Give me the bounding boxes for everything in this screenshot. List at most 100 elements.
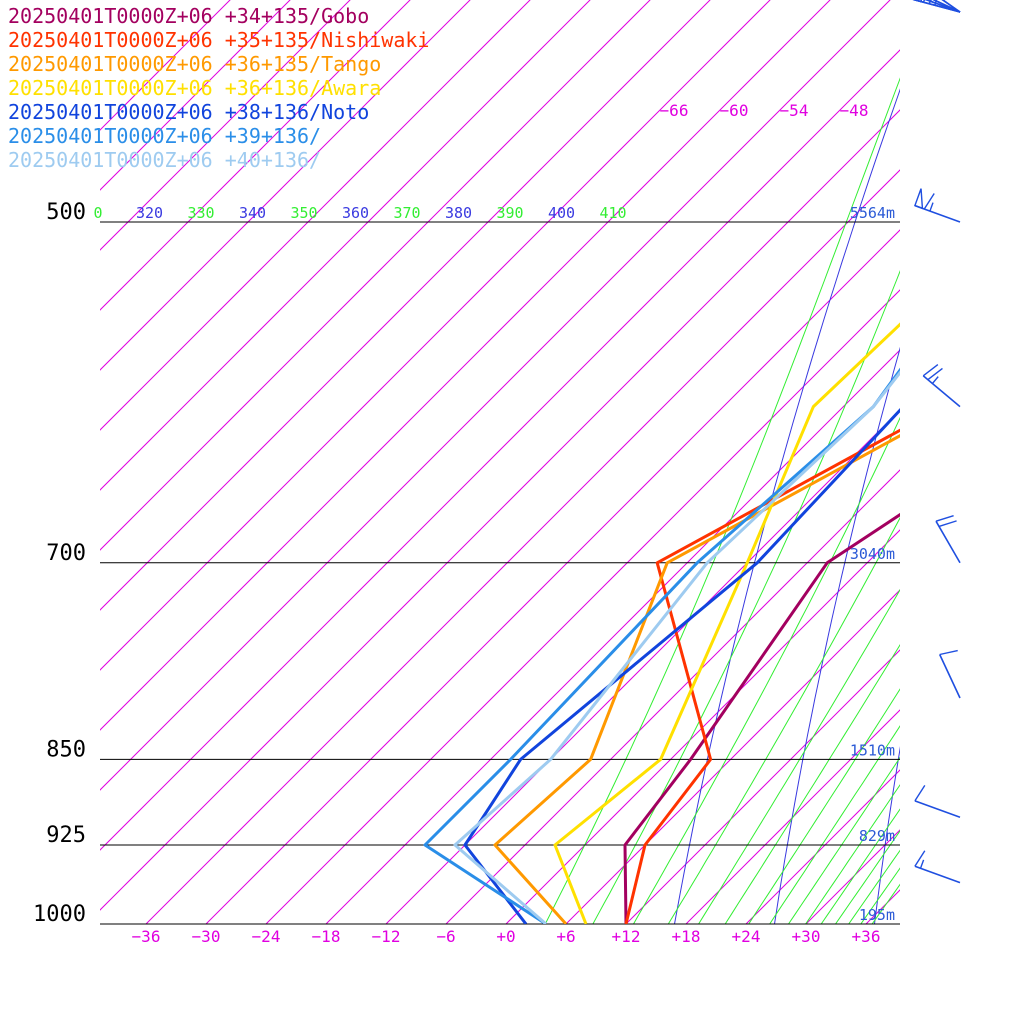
legend-entry: 20250401T0000Z+06 +40+136/ (8, 148, 321, 172)
isotherm-line (565, 589, 900, 924)
dry-adiabat-line (873, 746, 900, 924)
profile-line (624, 428, 900, 924)
moist-adiabat-grid (544, 77, 900, 924)
theta-label: 0 (93, 204, 102, 222)
moist-adiabat-line (769, 725, 900, 924)
x-tick-label: −12 (372, 927, 401, 946)
isotherm-line (505, 529, 900, 924)
dry-adiabat-line (673, 88, 900, 924)
isotherm-line (877, 0, 1024, 973)
x-tick-label: −18 (312, 927, 341, 946)
pressure-label: 925 (46, 823, 86, 848)
isotherm-line (100, 0, 651, 551)
isotherm-line (100, 0, 891, 791)
isotherm-line (100, 109, 900, 911)
moist-adiabat-line (698, 588, 900, 924)
axis-labels: 10016026m15013532m20011736m25010323m3009… (33, 101, 895, 946)
isotherm-line (100, 0, 591, 491)
x-tick-label: +30 (792, 927, 821, 946)
upper-isotherm-label: −66 (660, 101, 689, 120)
moist-adiabat-line (724, 643, 900, 924)
theta-label: 360 (342, 204, 369, 222)
isotherm-line (100, 0, 831, 731)
wind-barb (924, 0, 961, 13)
height-label: 5564m (850, 204, 895, 222)
isotherm-line (100, 0, 531, 431)
height-label: 1510m (850, 741, 895, 759)
x-tick-label: +18 (672, 927, 701, 946)
height-label: 195m (859, 906, 895, 924)
theta-label: 410 (599, 204, 626, 222)
wind-barb (941, 0, 961, 13)
wind-barb (914, 850, 961, 884)
profile-line (463, 408, 900, 924)
theta-label: 380 (445, 204, 472, 222)
upper-isotherm-label: −48 (840, 101, 869, 120)
pressure-label: 1000 (33, 902, 86, 927)
theta-label: 370 (393, 204, 420, 222)
isotherm-line (100, 0, 771, 671)
legend-entry: 20250401T0000Z+06 +38+136/Noto (8, 100, 369, 124)
isotherm-grid (100, 0, 1024, 973)
isotherm-line (325, 349, 900, 924)
legend-entry: 20250401T0000Z+06 +35+135/Nishiwaki (8, 28, 429, 52)
x-tick-label: +36 (852, 927, 881, 946)
dry-adiabat-line (773, 346, 900, 924)
wind-barb (922, 364, 961, 408)
height-label: 3040m (850, 545, 895, 563)
isotherm-line (445, 469, 900, 924)
dry-adiabat-line (970, 0, 1024, 973)
moist-adiabat-line (544, 77, 900, 924)
isotherm-line (145, 169, 900, 924)
isotherm-line (205, 229, 900, 924)
moist-adiabat-line (834, 830, 900, 924)
legend-entry: 20250401T0000Z+06 +36+135/Tango (8, 52, 381, 76)
height-label: 829m (859, 827, 895, 845)
isotherm-line (100, 49, 900, 851)
x-tick-label: +6 (556, 927, 575, 946)
moist-adiabat-line (860, 867, 900, 924)
wind-barb (914, 784, 961, 819)
profile-line (423, 367, 900, 924)
dry-adiabat-grid (673, 0, 1024, 973)
legend-entry: 20250401T0000Z+06 +39+136/ (8, 124, 321, 148)
moist-adiabat-line (804, 784, 900, 924)
theta-label: 390 (496, 204, 523, 222)
profile-line (623, 512, 900, 924)
pressure-label: 850 (46, 737, 86, 762)
x-tick-label: +12 (612, 927, 641, 946)
wind-barb (913, 188, 961, 223)
pressure-label: 500 (46, 200, 86, 225)
upper-isotherm-label: −60 (720, 101, 749, 120)
profile-line (453, 370, 900, 924)
x-tick-label: −30 (192, 927, 221, 946)
wind-barb (938, 649, 961, 699)
isotherm-line (100, 0, 711, 611)
x-tick-label: −6 (436, 927, 455, 946)
legend: 20250401T0000Z+06 +34+135/Gobo20250401T0… (8, 4, 429, 172)
x-tick-label: +0 (496, 927, 515, 946)
theta-label: 330 (187, 204, 214, 222)
isotherm-line (865, 889, 900, 924)
wind-barbs (912, 0, 961, 884)
isotherm-line (100, 0, 411, 311)
theta-label: 400 (548, 204, 575, 222)
isotherm-line (100, 0, 471, 371)
x-tick-label: −24 (252, 927, 281, 946)
x-tick-label: −36 (132, 927, 161, 946)
isotherm-line (937, 0, 1024, 973)
isotherm-line (385, 409, 900, 924)
wind-barb (935, 514, 961, 564)
moist-adiabat-line (848, 849, 900, 924)
profile-line (553, 322, 900, 924)
isobar-lines (100, 221, 900, 925)
x-tick-label: +24 (732, 927, 761, 946)
profile-line (493, 434, 900, 924)
theta-label: 320 (136, 204, 163, 222)
legend-entry: 20250401T0000Z+06 +34+135/Gobo (8, 4, 369, 28)
moist-adiabat-line (667, 516, 900, 924)
moist-adiabat-line (787, 756, 900, 924)
pressure-label: 700 (46, 541, 86, 566)
theta-label: 350 (290, 204, 317, 222)
